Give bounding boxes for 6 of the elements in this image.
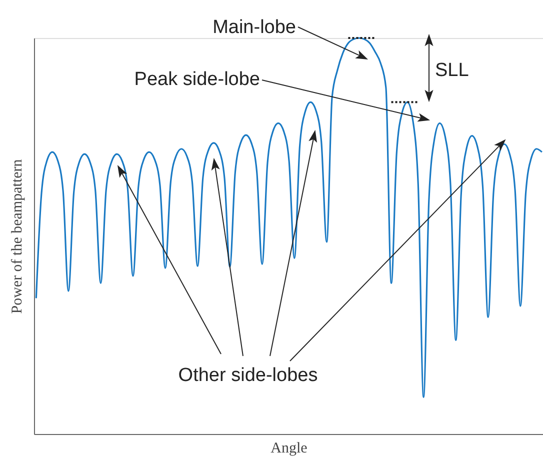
x-axis-title: Angle	[270, 440, 308, 456]
annotation: SLL	[435, 60, 469, 81]
annotation: Main-lobe	[212, 17, 296, 38]
y-axis-title: Power of the beampattern	[10, 158, 26, 314]
annotation: Other side-lobes	[178, 365, 318, 386]
annotation: Peak side-lobe	[134, 69, 260, 90]
